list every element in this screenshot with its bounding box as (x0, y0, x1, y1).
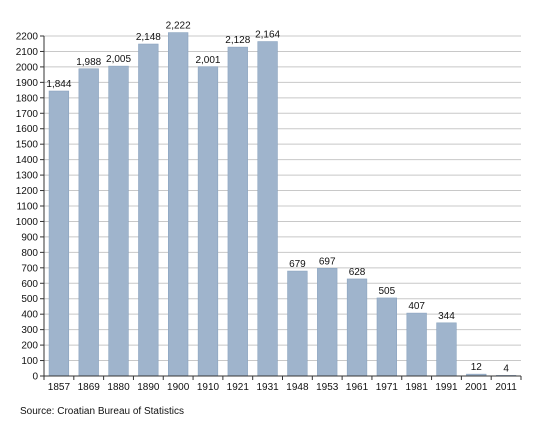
bar-1981 (406, 312, 427, 377)
y-tick-label: 1700 (16, 109, 39, 120)
x-tick-label-1921: 1921 (227, 382, 250, 393)
y-tick-label: 2000 (16, 62, 39, 73)
y-axis-ticks: 0 100 200 300 400 500 600 700 800 900 1000 1100 1200… (16, 32, 44, 383)
x-axis-ticks: 1857 1869 1880 1890 1900 1910 1921 1931 1948 1953… (43, 376, 522, 393)
y-tick-label: 200 (21, 341, 38, 352)
x-tick-label-1931: 1931 (256, 382, 279, 393)
bar-1948 (287, 270, 308, 377)
bar-1890 (138, 43, 159, 377)
y-tick-label: 900 (21, 232, 38, 243)
y-tick-label: 100 (21, 356, 38, 367)
y-tick-label: 2100 (16, 47, 39, 58)
data-label-1869: 1,988 (76, 57, 101, 68)
data-labels: 1,844 1,988 2,005 2,148 2,222 2,001 2,128 2,164… (46, 21, 509, 375)
data-label-1981: 407 (408, 301, 425, 312)
y-tick-label: 1400 (16, 155, 39, 166)
x-tick-label-2001: 2001 (465, 382, 488, 393)
data-label-1961: 628 (349, 267, 366, 278)
x-tick-label-1869: 1869 (78, 382, 101, 393)
y-tick-label: 700 (21, 263, 38, 274)
source-note: Source: Croatian Bureau of Statistics (20, 406, 184, 417)
data-label-1991: 344 (438, 311, 455, 322)
data-label-1857: 1,844 (46, 79, 71, 90)
data-label-1948: 679 (289, 259, 306, 270)
y-tick-label: 1900 (16, 78, 39, 89)
bar-1991 (436, 322, 457, 377)
y-tick-label: 400 (21, 310, 38, 321)
x-tick-label-1890: 1890 (137, 382, 160, 393)
data-label-2001: 12 (471, 362, 483, 373)
bar-1857 (48, 90, 70, 377)
y-tick-label: 600 (21, 279, 38, 290)
bar-1921 (227, 46, 248, 377)
x-tick-label-1953: 1953 (316, 382, 339, 393)
x-tick-label-1880: 1880 (107, 382, 130, 393)
x-tick-label-1981: 1981 (406, 382, 429, 393)
bar-1971 (376, 297, 397, 377)
data-label-1921: 2,128 (225, 35, 250, 46)
y-tick-label: 800 (21, 248, 38, 259)
bar-1931 (257, 41, 278, 377)
y-tick-label: 1500 (16, 140, 39, 151)
data-label-1971: 505 (379, 286, 396, 297)
bar-1953 (317, 267, 338, 377)
x-tick-label-1857: 1857 (48, 382, 71, 393)
y-tick-label: 1000 (16, 217, 39, 228)
x-tick-label-1991: 1991 (435, 382, 458, 393)
y-tick-label: 1300 (16, 171, 39, 182)
bar-1961 (346, 278, 368, 377)
data-label-1931: 2,164 (255, 30, 280, 41)
y-tick-label: 500 (21, 294, 38, 305)
data-label-1890: 2,148 (136, 32, 161, 43)
x-tick-label-1910: 1910 (197, 382, 220, 393)
bar-1869 (78, 68, 99, 377)
x-tick-label-1961: 1961 (346, 382, 369, 393)
y-tick-label: 1600 (16, 124, 39, 135)
y-tick-label: 0 (32, 372, 38, 383)
y-tick-label: 1200 (16, 186, 39, 197)
y-tick-label: 300 (21, 325, 38, 336)
bars (48, 32, 517, 377)
x-tick-label-1900: 1900 (167, 382, 190, 393)
bar-1910 (197, 66, 219, 377)
y-tick-label: 1100 (16, 202, 38, 213)
x-tick-label-2011: 2011 (495, 382, 517, 393)
data-label-2011: 4 (503, 363, 509, 374)
x-tick-label-1948: 1948 (286, 382, 309, 393)
y-tick-label: 2200 (16, 32, 39, 43)
bar-1880 (108, 65, 129, 377)
bar-1900 (168, 32, 189, 377)
data-label-1900: 2,222 (166, 21, 191, 32)
data-label-1910: 2,001 (195, 55, 220, 66)
data-label-1880: 2,005 (106, 54, 131, 65)
y-tick-label: 1800 (16, 93, 39, 104)
data-label-1953: 697 (319, 256, 336, 267)
x-tick-label-1971: 1971 (376, 382, 399, 393)
